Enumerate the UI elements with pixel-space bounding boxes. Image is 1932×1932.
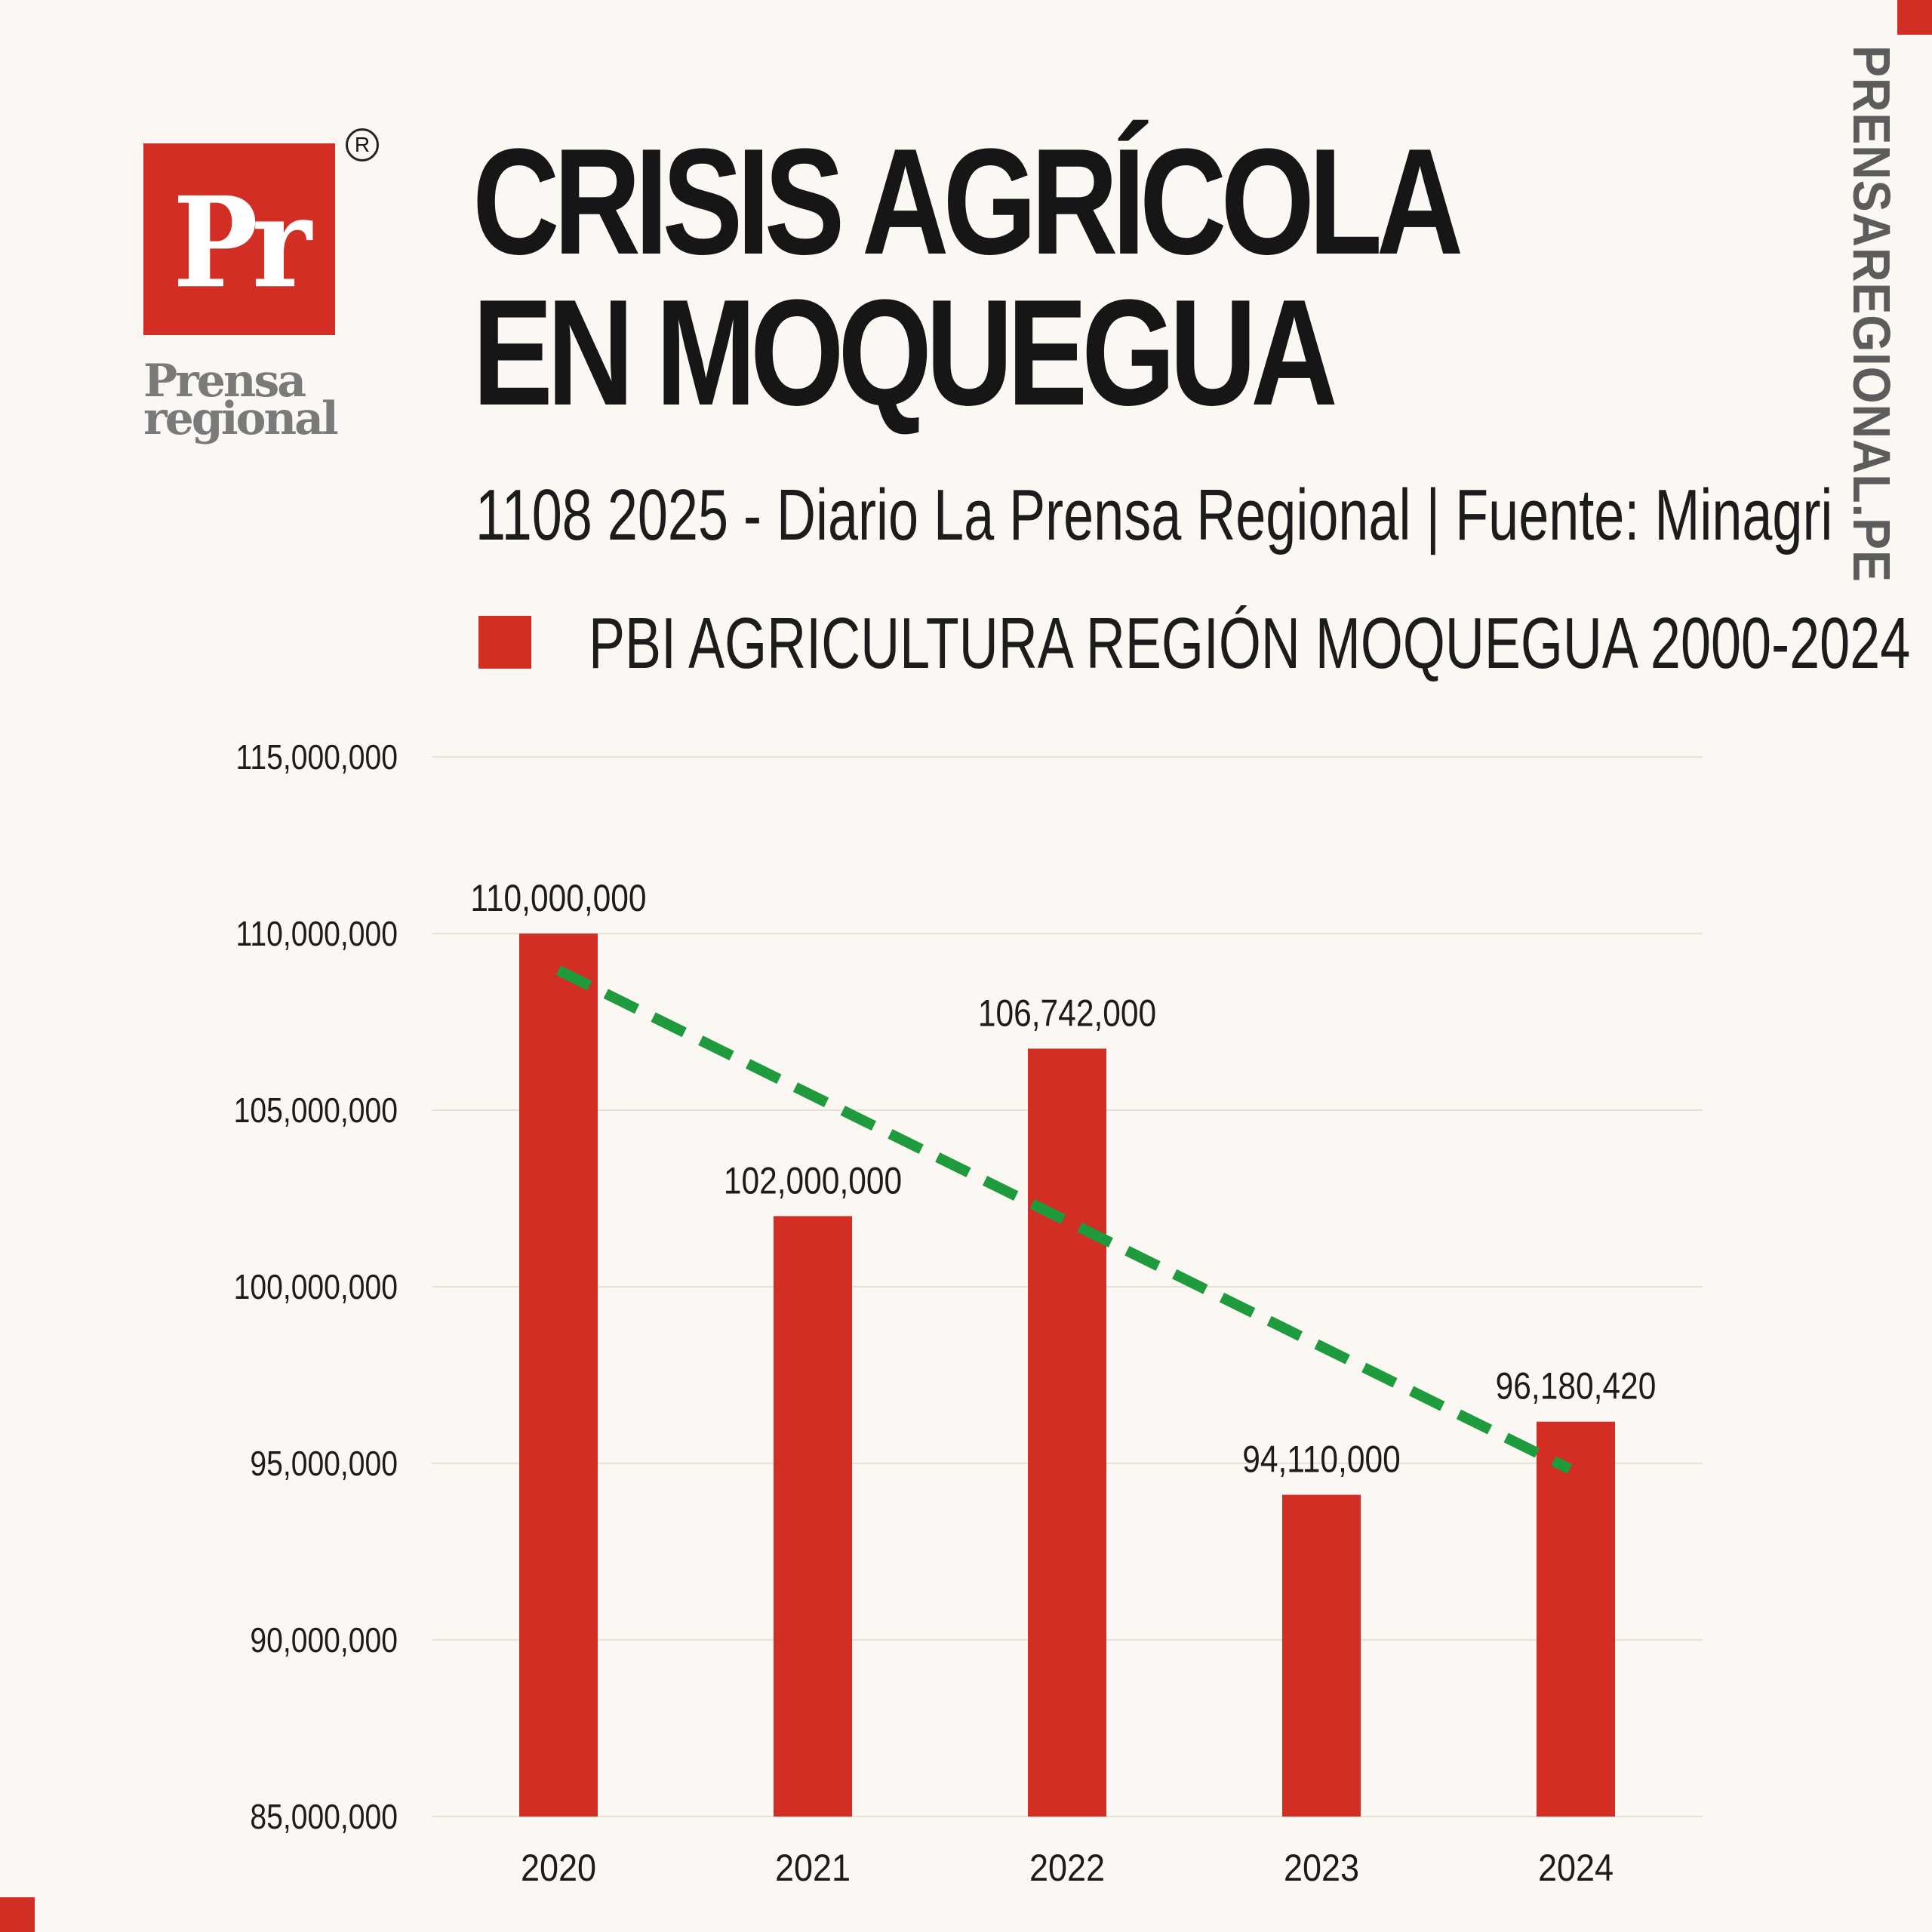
y-tick-label: 110,000,000 [236, 915, 398, 954]
title-line-2: EN MOQUEGUA [472, 269, 1338, 437]
x-tick-label: 2020 [521, 1847, 596, 1890]
x-axis-ticks: 2020 2021 2022 2023 2024 [521, 1847, 1614, 1890]
title-line-1: CRISIS AGRÍCOLA [472, 118, 1463, 286]
legend-swatch [478, 616, 531, 669]
brand-logo: Pr R Prensa regional [143, 128, 392, 460]
y-tick-label: 85,000,000 [250, 1798, 398, 1837]
trend-line-path [555, 965, 1573, 1474]
corner-accent-top-right [1897, 0, 1932, 35]
y-tick-label: 100,000,000 [234, 1268, 398, 1307]
y-tick-label: 105,000,000 [234, 1091, 398, 1131]
x-tick-label: 2024 [1538, 1847, 1614, 1890]
data-label: 96,180,420 [1496, 1364, 1657, 1407]
y-tick-label: 95,000,000 [250, 1444, 398, 1484]
corner-accent-bottom-left [0, 1897, 35, 1932]
page-title: CRISIS AGRÍCOLA EN MOQUEGUA [472, 118, 1463, 437]
bar [519, 934, 598, 1817]
y-axis-ticks: 85,000,000 90,000,000 95,000,000 100,000,00… [234, 738, 398, 1837]
data-label: 94,110,000 [1242, 1438, 1401, 1480]
bars [519, 934, 1615, 1817]
logo-mark: Pr [173, 170, 312, 316]
x-tick-label: 2023 [1284, 1847, 1359, 1890]
bar [1537, 1421, 1615, 1817]
logo-word-line2: regional [143, 392, 339, 445]
bar [774, 1216, 852, 1817]
y-tick-label: 90,000,000 [250, 1621, 398, 1660]
bar [1028, 1048, 1106, 1817]
logo-word-line1: Prensa [143, 355, 306, 408]
subtitle: 1108 2025 - Diario La Prensa Regional | … [475, 475, 1833, 555]
logo-wordmark: Prensa regional [143, 355, 370, 445]
data-label: 102,000,000 [724, 1159, 902, 1201]
legend-label: PBI AGRICULTURA REGIÓN MOQUEGUA 2000-202… [589, 603, 1911, 684]
data-label: 106,742,000 [978, 992, 1156, 1034]
data-label: 110,000,000 [470, 877, 646, 919]
bar [1282, 1494, 1361, 1817]
trend-line [555, 965, 1573, 1474]
y-tick-label: 115,000,000 [236, 738, 398, 777]
x-tick-label: 2022 [1029, 1847, 1105, 1890]
registered-mark-icon: R [346, 128, 379, 162]
logo-box: Pr [143, 143, 335, 335]
data-labels: 110,000,000 102,000,000 106,742,000 94,110,… [470, 877, 1656, 1481]
x-tick-label: 2021 [775, 1847, 851, 1890]
